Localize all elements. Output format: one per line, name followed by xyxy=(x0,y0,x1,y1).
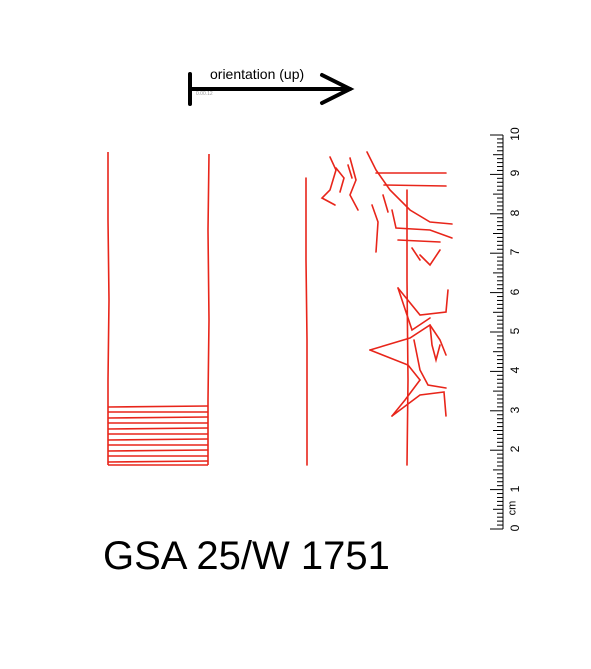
scale-label: 1 xyxy=(508,485,522,492)
scale-label: 8 xyxy=(508,209,522,217)
scale-label: 5 xyxy=(508,327,522,335)
exterior-view xyxy=(305,151,453,466)
catalog-number: GSA 25/W 1751 xyxy=(103,534,390,578)
scale-label: 9 xyxy=(508,170,522,177)
orientation-tiny-text: 0.00.12 xyxy=(196,91,213,97)
scale-label: 6 xyxy=(508,288,522,295)
scale-unit: cm xyxy=(506,500,519,516)
scale-label: 4 xyxy=(508,367,522,374)
profile-section xyxy=(107,152,210,466)
profile-hatching xyxy=(107,405,209,466)
scale-ticks xyxy=(490,134,503,530)
scale-label: 10 xyxy=(508,127,522,141)
scale-label: 0 xyxy=(508,524,522,532)
scale-label: 2 xyxy=(508,445,522,453)
scale-label: 7 xyxy=(508,248,522,256)
orientation-arrow xyxy=(188,72,355,106)
orientation-label: orientation (up) xyxy=(210,66,305,82)
scale-label: 3 xyxy=(508,406,522,414)
